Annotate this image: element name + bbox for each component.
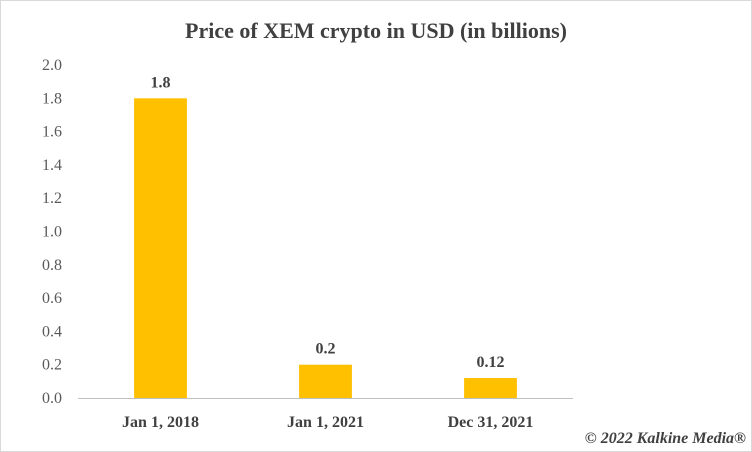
x-category-label: Jan 1, 2021: [287, 414, 364, 431]
bars: 1.8 0.2 0.12: [134, 74, 517, 399]
bar: [134, 98, 187, 399]
y-tick-label: 1.4: [42, 157, 62, 174]
y-tick-label: 1.8: [42, 90, 62, 107]
y-axis-ticks: 0.0 0.2 0.4 0.6 0.8 1.0 1.2 1.4 1.6 1.8 2.0: [42, 57, 62, 407]
x-category-label: Dec 31, 2021: [448, 414, 534, 431]
y-tick-label: 1.0: [42, 224, 62, 241]
x-axis-categories: Jan 1, 2018 Jan 1, 2021 Dec 31, 2021: [122, 414, 533, 431]
y-tick-label: 2.0: [42, 57, 62, 74]
chart-title: Price of XEM crypto in USD (in billions): [185, 18, 567, 43]
y-tick-label: 0.8: [42, 257, 62, 274]
y-tick-label: 0.0: [42, 390, 62, 407]
bar: [464, 378, 517, 398]
data-label: 1.8: [151, 74, 171, 91]
copyright-text: © 2022 Kalkine Media®: [584, 430, 746, 447]
bar: [299, 364, 352, 398]
y-tick-label: 1.2: [42, 190, 62, 207]
y-tick-label: 1.6: [42, 124, 62, 141]
y-tick-label: 0.4: [42, 323, 62, 340]
y-tick-label: 0.6: [42, 290, 62, 307]
x-category-label: Jan 1, 2018: [122, 414, 199, 431]
data-label: 0.2: [316, 341, 336, 358]
y-tick-label: 0.2: [42, 357, 62, 374]
data-label: 0.12: [477, 354, 505, 371]
